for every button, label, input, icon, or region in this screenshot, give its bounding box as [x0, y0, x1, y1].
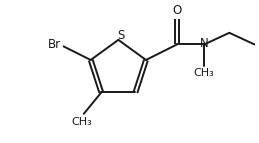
Text: Br: Br	[48, 38, 61, 51]
Text: N: N	[200, 37, 208, 50]
Text: CH₃: CH₃	[71, 117, 92, 127]
Text: S: S	[118, 29, 125, 42]
Text: O: O	[172, 4, 182, 17]
Text: CH₃: CH₃	[194, 68, 214, 78]
